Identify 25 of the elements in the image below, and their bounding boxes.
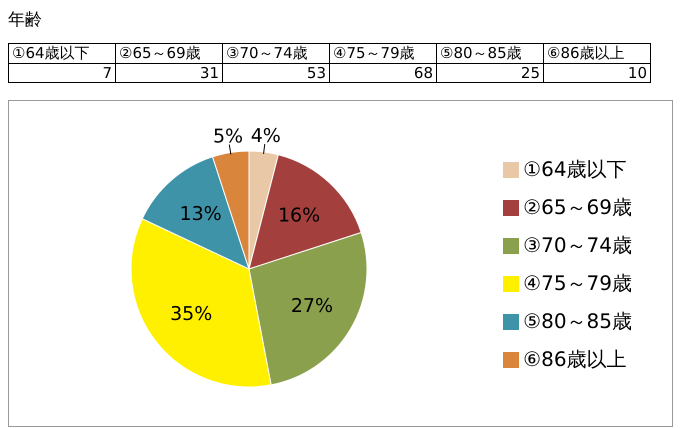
category-label: ①64歳以下 bbox=[8, 44, 116, 64]
category-label: ④75～79歳 bbox=[330, 44, 436, 64]
legend-label: ①64歳以下 bbox=[523, 156, 627, 180]
data-label: 35% bbox=[170, 302, 212, 325]
data-label: 5% bbox=[212, 126, 244, 148]
data-label: 27% bbox=[290, 295, 334, 318]
legend-label: ⑤80～85歳 bbox=[523, 308, 632, 332]
data-label: 10 bbox=[544, 64, 650, 82]
category-label: ③70～74歳 bbox=[222, 44, 330, 64]
legend-label: ⑥86歳以上 bbox=[523, 346, 627, 370]
data-label: 53 bbox=[222, 64, 330, 82]
data-label: 68 bbox=[330, 64, 436, 82]
legend-label: ③70～74歳 bbox=[523, 232, 632, 256]
legend-label: ②65～69歳 bbox=[523, 194, 632, 218]
data-label: 25 bbox=[436, 64, 544, 82]
legend-label: ④75～79歳 bbox=[523, 270, 632, 294]
text: 年齢 bbox=[8, 9, 43, 31]
data-label: 7 bbox=[8, 64, 116, 82]
data-label: 4% bbox=[250, 125, 281, 148]
data-label: 16% bbox=[278, 204, 320, 227]
category-label: ⑥86歳以上 bbox=[544, 44, 650, 64]
data-label: 31 bbox=[116, 64, 222, 82]
data-label: 13% bbox=[180, 203, 222, 226]
category-label: ⑤80～85歳 bbox=[436, 44, 544, 64]
category-label: ②65～69歳 bbox=[116, 44, 222, 64]
